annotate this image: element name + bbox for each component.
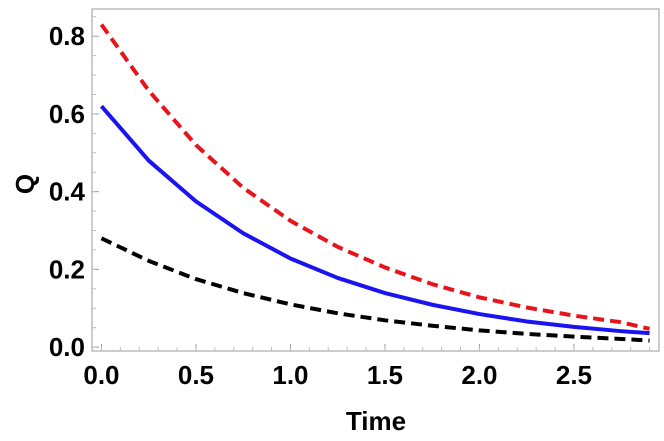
y-tick-label: 0.6	[49, 99, 85, 129]
series-layer	[99, 23, 651, 343]
x-tick-label: 1.0	[272, 360, 308, 390]
y-tick-label: 0.4	[49, 177, 86, 207]
series-line-2	[99, 104, 650, 336]
x-tick-label: 2.5	[556, 360, 592, 390]
series-line-3	[100, 236, 650, 343]
x-tick-label: 0.5	[178, 360, 214, 390]
plot-frame	[91, 8, 660, 352]
series-line-1	[99, 23, 651, 331]
x-axis-ticks: 0.0 0.5 1.0 1.5 2.0 2.5	[83, 344, 651, 390]
x-tick-label: 0.0	[83, 360, 119, 390]
y-tick-label: 0.8	[49, 21, 85, 51]
y-tick-label: 0.0	[49, 332, 85, 362]
x-tick-label: 2.0	[461, 360, 497, 390]
y-tick-label: 0.2	[49, 254, 85, 284]
y-axis-ticks: 0.0 0.2 0.4 0.6 0.8	[49, 16, 99, 362]
x-tick-label: 1.5	[367, 360, 403, 390]
x-axis-label: Time	[346, 406, 406, 436]
y-axis-label: Q	[10, 174, 40, 194]
